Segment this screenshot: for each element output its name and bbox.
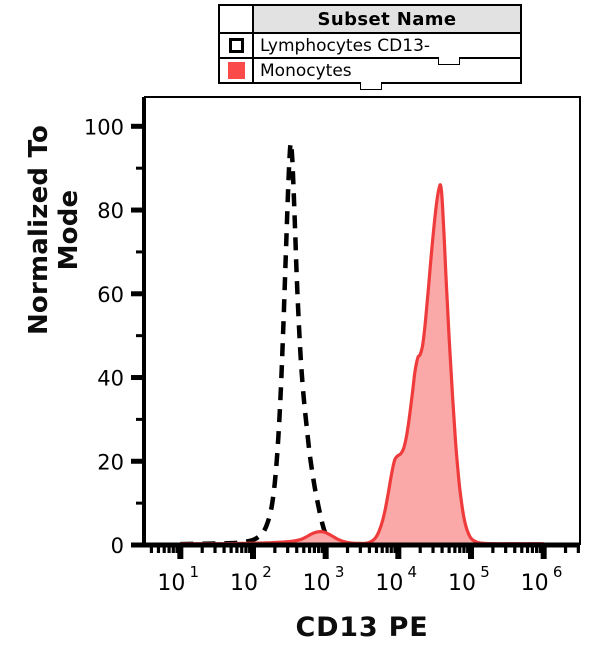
- legend-resize-nub-monocytes[interactable]: [359, 81, 382, 90]
- y-tick-label: 0: [111, 534, 124, 558]
- x-tick-label: 10: [157, 571, 185, 596]
- x-tick-exponent: 5: [480, 563, 490, 581]
- legend-swatch-cell-monocytes[interactable]: [220, 59, 254, 82]
- legend-label-cell-monocytes: Monocytes: [254, 59, 520, 90]
- open-square-swatch-icon: [228, 38, 244, 53]
- legend-label-lymphocytes: Lymphocytes CD13-: [260, 35, 431, 56]
- y-tick-label: 100: [84, 115, 124, 139]
- x-tick-label: 10: [375, 571, 403, 596]
- series-line-1: [180, 140, 544, 547]
- axes-group: [131, 123, 580, 559]
- legend-label-monocytes: Monocytes: [260, 60, 352, 81]
- x-tick-exponent: 1: [190, 563, 200, 581]
- filled-square-swatch-icon: [227, 62, 245, 79]
- legend-row-monocytes[interactable]: Monocytes: [220, 57, 520, 90]
- legend-label-cell-lymphocytes: Lymphocytes CD13-: [254, 34, 520, 65]
- legend: Subset Name Lymphocytes CD13- Monocytes: [218, 4, 522, 90]
- y-tick-label: 60: [97, 283, 124, 307]
- plot-frame: [142, 96, 581, 548]
- x-tick-label: 10: [303, 571, 331, 596]
- legend-resize-nub-lymphocytes[interactable]: [438, 56, 461, 65]
- x-tick-label: 10: [230, 571, 258, 596]
- legend-swatch-cell-lymphocytes[interactable]: [220, 34, 254, 57]
- legend-label-lymphocytes-wrap: Lymphocytes CD13-: [260, 35, 461, 65]
- y-tick-label: 80: [97, 199, 124, 223]
- series-fill-2: [180, 184, 544, 545]
- x-axis-title: CD13 PE: [295, 612, 429, 643]
- series-group: [180, 140, 544, 547]
- y-tick-label: 40: [97, 367, 124, 391]
- legend-label-monocytes-wrap: Monocytes: [260, 60, 382, 90]
- x-tick-exponent: 3: [335, 563, 345, 581]
- x-tick-label: 10: [521, 571, 549, 596]
- x-tick-exponent: 4: [408, 563, 418, 581]
- series-line-2: [180, 183, 544, 546]
- legend-header-swatch-cell: [220, 6, 254, 32]
- y-tick-label: 20: [97, 450, 124, 474]
- legend-header-title: Subset Name: [254, 6, 520, 32]
- x-tick-exponent: 2: [262, 563, 272, 581]
- legend-row-lymphocytes[interactable]: Lymphocytes CD13-: [220, 32, 520, 65]
- x-tick-label: 10: [448, 571, 476, 596]
- legend-header-row: Subset Name: [220, 6, 520, 32]
- x-tick-exponent: 6: [553, 563, 563, 581]
